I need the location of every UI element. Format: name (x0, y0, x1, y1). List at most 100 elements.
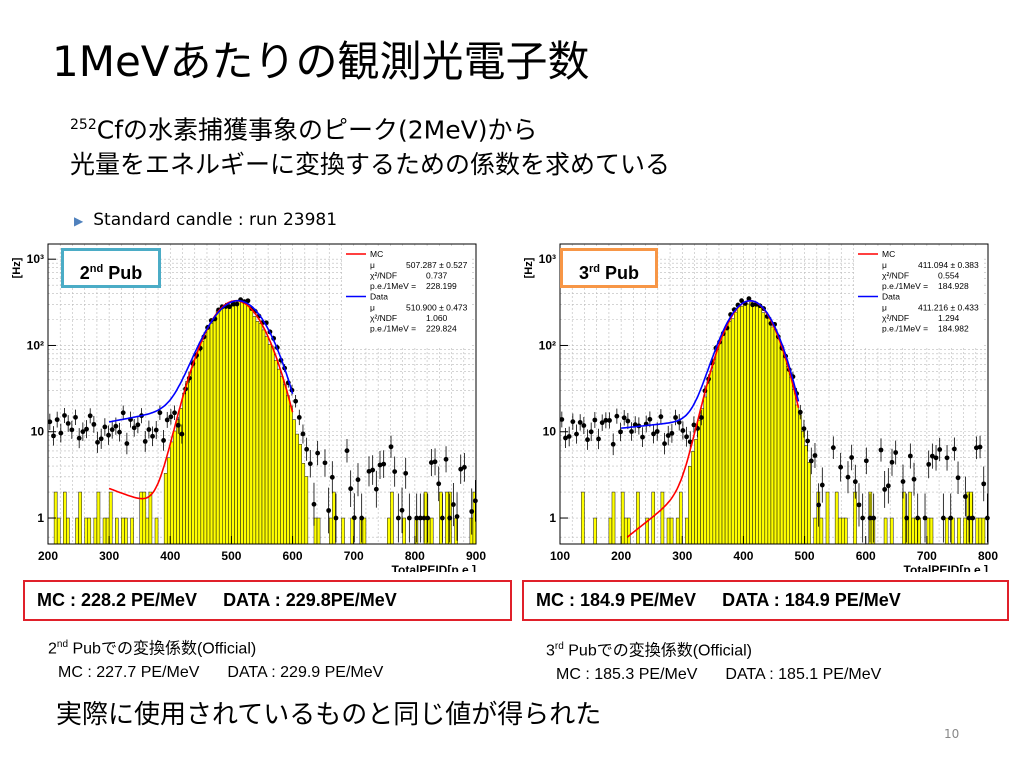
data-point (867, 515, 873, 521)
mc-histogram-bin (163, 473, 168, 545)
mc-histogram-bin (807, 462, 811, 545)
data-point (852, 479, 858, 485)
data-point (95, 439, 100, 445)
data-point (665, 433, 671, 438)
mc-histogram-bin (295, 433, 299, 545)
mc-histogram-bin (313, 517, 318, 545)
mc-histogram-bin (749, 301, 753, 545)
result-box-2nd-pub: MC : 228.2 PE/MeV DATA : 229.8PE/MeV (23, 580, 512, 621)
data-point (315, 450, 321, 456)
data-point (69, 427, 75, 433)
mc-histogram-bin (218, 307, 223, 545)
mc-histogram-bin (700, 408, 704, 545)
data-point (893, 450, 899, 455)
data-point (307, 461, 313, 467)
data-point (359, 515, 365, 521)
result-mc: MC : 184.9 PE/MeV (536, 590, 697, 610)
pub-label-number: 2 (79, 263, 90, 283)
mc-histogram-bin (929, 517, 934, 545)
chart-2nd-pub: 200 300 400 500 600 700 800 900 1 10 10² 10³ TotalPE… (10, 236, 490, 572)
pub-label-ordinal: nd (89, 263, 104, 275)
data-point (84, 426, 89, 432)
data-point (915, 515, 921, 521)
mc-histogram-bin (283, 384, 287, 545)
data-point (432, 459, 438, 465)
mc-histogram-bin (139, 491, 144, 545)
data-point (691, 422, 697, 428)
mc-histogram-bin (758, 304, 763, 545)
mc-histogram-bin (611, 491, 616, 545)
official-3rd-pub: 3rd Pubでの変換係数(Official) MC : 185.3 PE/Me… (546, 635, 881, 687)
result-data: DATA : 184.9 PE/MeV (722, 590, 901, 610)
data-point (333, 515, 339, 521)
histogram-3rd-pub: 100 200 300 400 500 600 700 800 1 10 10² 10³ TotalPE… (523, 243, 998, 572)
data-point (585, 437, 590, 443)
data-point (348, 486, 354, 492)
legend-row-label: χ²/NDF (370, 271, 397, 281)
legend-row-value: 0.554 (938, 271, 960, 281)
data-point (922, 515, 928, 521)
mc-histogram-bin (228, 304, 232, 545)
mc-histogram-bin (56, 517, 61, 545)
mc-histogram-bin (261, 329, 266, 545)
mc-histogram-bin (292, 419, 296, 545)
mc-histogram-bin (837, 517, 842, 545)
subtitle-line-1: 252Cfの水素捕獲事象のピーク(2MeV)から (70, 108, 537, 147)
mc-histogram-bin (755, 303, 759, 545)
x-tick-label: 200 (38, 549, 58, 563)
data-point (102, 424, 108, 430)
official-heading-text: Pubでの変換係数(Official) (563, 642, 752, 660)
data-point (577, 420, 583, 425)
data-point (161, 437, 166, 443)
data-point (797, 409, 803, 415)
mc-histogram-bin (231, 304, 235, 545)
data-point (87, 413, 93, 419)
data-point (73, 414, 78, 420)
data-point (981, 481, 987, 487)
bullet-item: ▶ Standard candle : run 23981 (74, 209, 337, 232)
data-point (937, 447, 943, 452)
mc-histogram-bin (752, 303, 756, 545)
data-point (599, 420, 605, 426)
data-point (54, 417, 60, 423)
mc-histogram-bin (298, 444, 302, 545)
data-point (662, 441, 667, 447)
mc-histogram-bin (730, 318, 735, 545)
data-point (157, 410, 163, 416)
data-point (392, 469, 398, 475)
mc-histogram-bin (237, 300, 241, 545)
mc-histogram-bin (270, 346, 275, 545)
mc-histogram-bin (267, 344, 272, 545)
x-tick-label: 700 (917, 549, 937, 563)
data-point (610, 441, 616, 447)
data-point (933, 455, 939, 461)
mc-histogram-bin (255, 321, 260, 545)
legend-row-label: p.e./1MeV = (882, 324, 928, 334)
data-point (447, 515, 453, 521)
data-point (651, 431, 656, 437)
data-point (469, 509, 475, 514)
mc-histogram-bin (669, 517, 674, 545)
legend-series-name: MC (882, 249, 895, 259)
data-point (76, 435, 82, 441)
data-point (395, 515, 401, 521)
data-point (417, 515, 423, 521)
data-point (304, 446, 310, 452)
mc-histogram-bin (581, 491, 585, 545)
mc-histogram-bin (304, 476, 309, 545)
data-point (62, 413, 67, 418)
legend-row-value: 411.216 ± 0.433 (918, 303, 979, 313)
mc-histogram-bin (767, 317, 772, 545)
data-point (179, 431, 185, 437)
x-tick-label: 800 (978, 549, 998, 563)
mc-histogram-bin (191, 363, 195, 545)
mc-histogram-bin (944, 517, 949, 545)
mc-histogram-bin (825, 491, 830, 545)
mc-histogram-bin (981, 517, 986, 545)
x-tick-label: 700 (344, 549, 364, 563)
data-point (618, 429, 623, 435)
official-ordinal: nd (56, 639, 69, 650)
data-point (106, 432, 111, 438)
y-axis-label: [Hz] (523, 257, 535, 278)
